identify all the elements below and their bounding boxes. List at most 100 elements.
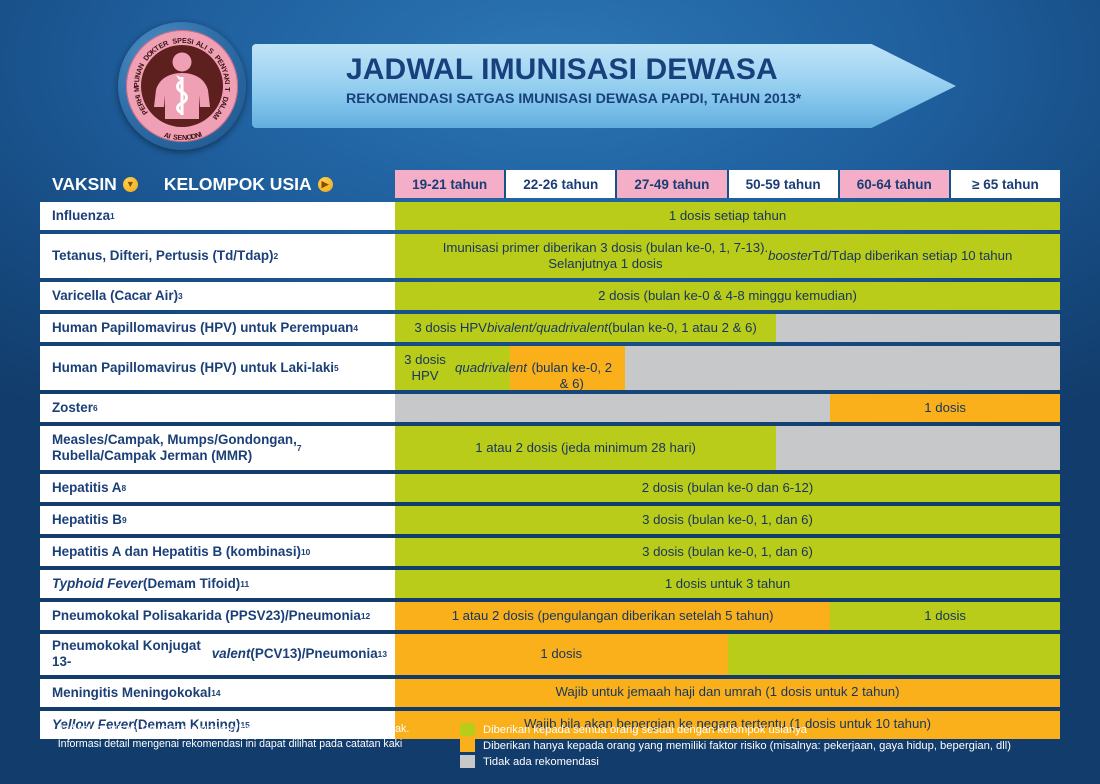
age-group-header-6[interactable]: ≥ 65 tahun xyxy=(950,170,1061,198)
vaccine-name-cell[interactable]: Human Papillomavirus (HPV) untuk Laki-la… xyxy=(40,346,395,390)
physician-caduceus-icon xyxy=(154,52,210,119)
vaccine-name-cell[interactable]: Typhoid Fever (Demam Tifoid) 11 xyxy=(40,570,395,598)
table-row: Hepatitis A dan Hepatitis B (kombinasi) 1… xyxy=(40,538,1060,566)
coverage-segment-orange[interactable]: 1 dosis xyxy=(830,394,1060,422)
vaccine-name-cell[interactable]: Yellow Fever (Demam Kuning) 15 xyxy=(40,710,395,739)
coverage-bars: 2 dosis (bulan ke-0 & 4-8 minggu kemudia… xyxy=(395,282,1060,310)
table-row: Yellow Fever (Demam Kuning) 15 Wajib bila … xyxy=(40,710,1060,739)
coverage-bars: 3 dosis (bulan ke-0, 1, dan 6) xyxy=(395,538,1060,566)
coverage-segment-green[interactable]: 2 dosis (bulan ke-0 & 4-8 minggu kemudia… xyxy=(395,282,1060,310)
arrow-right-icon: ▶ xyxy=(317,176,333,192)
vaccine-name-cell[interactable]: Hepatitis A dan Hepatitis B (kombinasi) 1… xyxy=(40,538,395,566)
coverage-segment-green[interactable]: 3 dosis (bulan ke-0, 1, dan 6) xyxy=(395,538,1060,566)
coverage-bars: 2 dosis (bulan ke-0 dan 6-12) xyxy=(395,474,1060,502)
coverage-segment-gray[interactable] xyxy=(395,394,831,422)
kelompok-usia-header-label: KELOMPOK USIA xyxy=(163,173,312,194)
kelompok-usia-header[interactable]: KELOMPOK USIA ▶ xyxy=(164,174,333,195)
legend-swatch-gray xyxy=(460,755,475,768)
footnote-text: * Jadwal Imunisasi Dewasa merupakan lanj… xyxy=(40,722,420,768)
coverage-segment-green[interactable] xyxy=(727,634,1060,675)
page-subtitle: REKOMENDASI SATGAS IMUNISASI DEWASA PAPD… xyxy=(346,90,802,107)
coverage-segment-orange[interactable]: 1 dosis xyxy=(395,634,728,675)
coverage-bars: 1 dosis xyxy=(395,394,1060,422)
vaccine-name-cell[interactable]: Varicella (Cacar Air) 3 xyxy=(40,282,395,310)
vaccine-name-cell[interactable]: Tetanus, Difteri, Pertusis (Td/Tdap) 2 xyxy=(40,234,395,278)
coverage-segment-orange[interactable]: 1 atau 2 dosis (pengulangan diberikan se… xyxy=(395,602,831,630)
coverage-bars: 1 atau 2 dosis (pengulangan diberikan se… xyxy=(395,602,1060,630)
table-row: Influenza 1 1 dosis setiap tahun xyxy=(40,202,1060,230)
coverage-segment-green[interactable]: Imunisasi primer diberikan 3 dosis (bula… xyxy=(395,234,1060,278)
vaccine-name-cell[interactable]: Meningitis Meningokokal 14 xyxy=(40,678,395,707)
coverage-bars: 1 dosis untuk 3 tahun xyxy=(395,570,1060,598)
age-group-header-3[interactable]: 27-49 tahun xyxy=(617,170,729,198)
age-group-header-2[interactable]: 22-26 tahun xyxy=(506,170,618,198)
coverage-segment-orange[interactable] xyxy=(509,346,625,390)
age-group-header-1[interactable]: 19-21 tahun xyxy=(395,170,507,198)
table-row: Measles/Campak, Mumps/Gondongan, Rubella/… xyxy=(40,426,1060,470)
vaccine-name-cell[interactable]: Measles/Campak, Mumps/Gondongan, Rubella/… xyxy=(40,426,395,470)
table-row: Human Papillomavirus (HPV) untuk Perempu… xyxy=(40,314,1060,342)
table-row: Tetanus, Difteri, Pertusis (Td/Tdap) 2 Imu… xyxy=(40,234,1060,278)
title-banner: JADWAL IMUNISASI DEWASA REKOMENDASI SATG… xyxy=(252,44,956,128)
legend-item: Tidak ada rekomendasi xyxy=(460,755,1011,768)
vaksin-header[interactable]: VAKSIN ▼ xyxy=(52,174,138,195)
coverage-segment-gray[interactable] xyxy=(776,314,1060,342)
table-header-labels: VAKSIN ▼ KELOMPOK USIA ▶ xyxy=(40,170,395,198)
coverage-segment-green[interactable] xyxy=(395,346,510,390)
coverage-segment-green[interactable]: 2 dosis (bulan ke-0 dan 6-12) xyxy=(395,474,1060,502)
vaccine-name-cell[interactable]: Influenza 1 xyxy=(40,202,395,230)
table-row: Human Papillomavirus (HPV) untuk Laki-la… xyxy=(40,346,1060,391)
vaccine-name-cell[interactable]: Human Papillomavirus (HPV) untuk Perempu… xyxy=(40,314,395,342)
coverage-bars: 3 dosis (bulan ke-0, 1, dan 6) xyxy=(395,506,1060,534)
table-row: Meningitis Meningokokal 14 Wajib untuk jem… xyxy=(40,678,1060,707)
age-group-header-4[interactable]: 50-59 tahun xyxy=(728,170,840,198)
coverage-segment-green[interactable]: 1 dosis xyxy=(830,602,1060,630)
legend-label: Diberikan kepada semua orang sesuai deng… xyxy=(483,723,808,736)
coverage-segment-green[interactable]: 1 dosis setiap tahun xyxy=(395,202,1060,230)
coverage-bars: 3 dosis HPV bivalent/quadrivalent (bulan… xyxy=(395,314,1060,342)
arrow-down-icon: ▼ xyxy=(122,176,138,192)
table-header-row: VAKSIN ▼ KELOMPOK USIA ▶ 19-21 tahun 22-2… xyxy=(40,170,1061,198)
table-row: Typhoid Fever (Demam Tifoid) 11 1 dosis un… xyxy=(40,570,1060,598)
legend-swatch-orange xyxy=(460,739,475,752)
coverage-segment-orange[interactable]: Wajib bila akan bepergian ke negara tert… xyxy=(395,710,1060,739)
legend-item: Diberikan kepada semua orang sesuai deng… xyxy=(460,723,1011,736)
legend-label: Diberikan hanya kepada orang yang memili… xyxy=(483,739,1011,752)
coverage-bars: Wajib untuk jemaah haji dan umrah (1 dos… xyxy=(395,678,1060,707)
coverage-bars: 3 dosis HPV quadrivalent (bulan ke-0, 2 &… xyxy=(395,346,1060,391)
coverage-segment-gray[interactable] xyxy=(624,346,1060,390)
coverage-segment-green[interactable]: 3 dosis HPV bivalent/quadrivalent (bulan… xyxy=(395,314,777,342)
page-footer: * Jadwal Imunisasi Dewasa merupakan lanj… xyxy=(40,722,1060,768)
vaccine-name-cell[interactable]: Zoster 6 xyxy=(40,394,395,422)
coverage-bars: Imunisasi primer diberikan 3 dosis (bula… xyxy=(395,234,1060,278)
logo-core xyxy=(141,45,223,127)
page-title: JADWAL IMUNISASI DEWASA xyxy=(346,53,778,86)
coverage-segment-gray[interactable] xyxy=(776,426,1060,470)
vaccine-name-cell[interactable]: Pneumokokal Polisakarida (PPSV23)/Pneumo… xyxy=(40,602,395,630)
table-row: Pneumokokal Polisakarida (PPSV23)/Pneumo… xyxy=(40,602,1060,630)
coverage-bars: 1 dosis setiap tahun xyxy=(395,202,1060,230)
coverage-segment-orange[interactable]: Wajib untuk jemaah haji dan umrah (1 dos… xyxy=(395,678,1060,707)
table-row: Pneumokokal Konjugat 13- valent (PCV13)/P… xyxy=(40,634,1060,675)
coverage-bars: Wajib bila akan bepergian ke negara tert… xyxy=(395,710,1060,739)
coverage-segment-green[interactable]: 1 atau 2 dosis (jeda minimum 28 hari) xyxy=(395,426,777,470)
legend-item: Diberikan hanya kepada orang yang memili… xyxy=(460,739,1011,752)
legend-label: Tidak ada rekomendasi xyxy=(483,755,599,768)
vaccine-name-cell[interactable]: Pneumokokal Konjugat 13- valent (PCV13)/P… xyxy=(40,634,395,675)
coverage-segment-green[interactable]: 3 dosis (bulan ke-0, 1, dan 6) xyxy=(395,506,1060,534)
age-group-header-5[interactable]: 60-64 tahun xyxy=(839,170,951,198)
vaksin-header-label: VAKSIN xyxy=(52,173,117,194)
coverage-segment-green[interactable]: 1 dosis untuk 3 tahun xyxy=(395,570,1060,598)
footnote-line-2: Informasi detail mengenai rekomendasi in… xyxy=(57,738,403,751)
table-row: Zoster 6 1 dosis xyxy=(40,394,1060,422)
legend: Diberikan kepada semua orang sesuai deng… xyxy=(460,722,1011,768)
